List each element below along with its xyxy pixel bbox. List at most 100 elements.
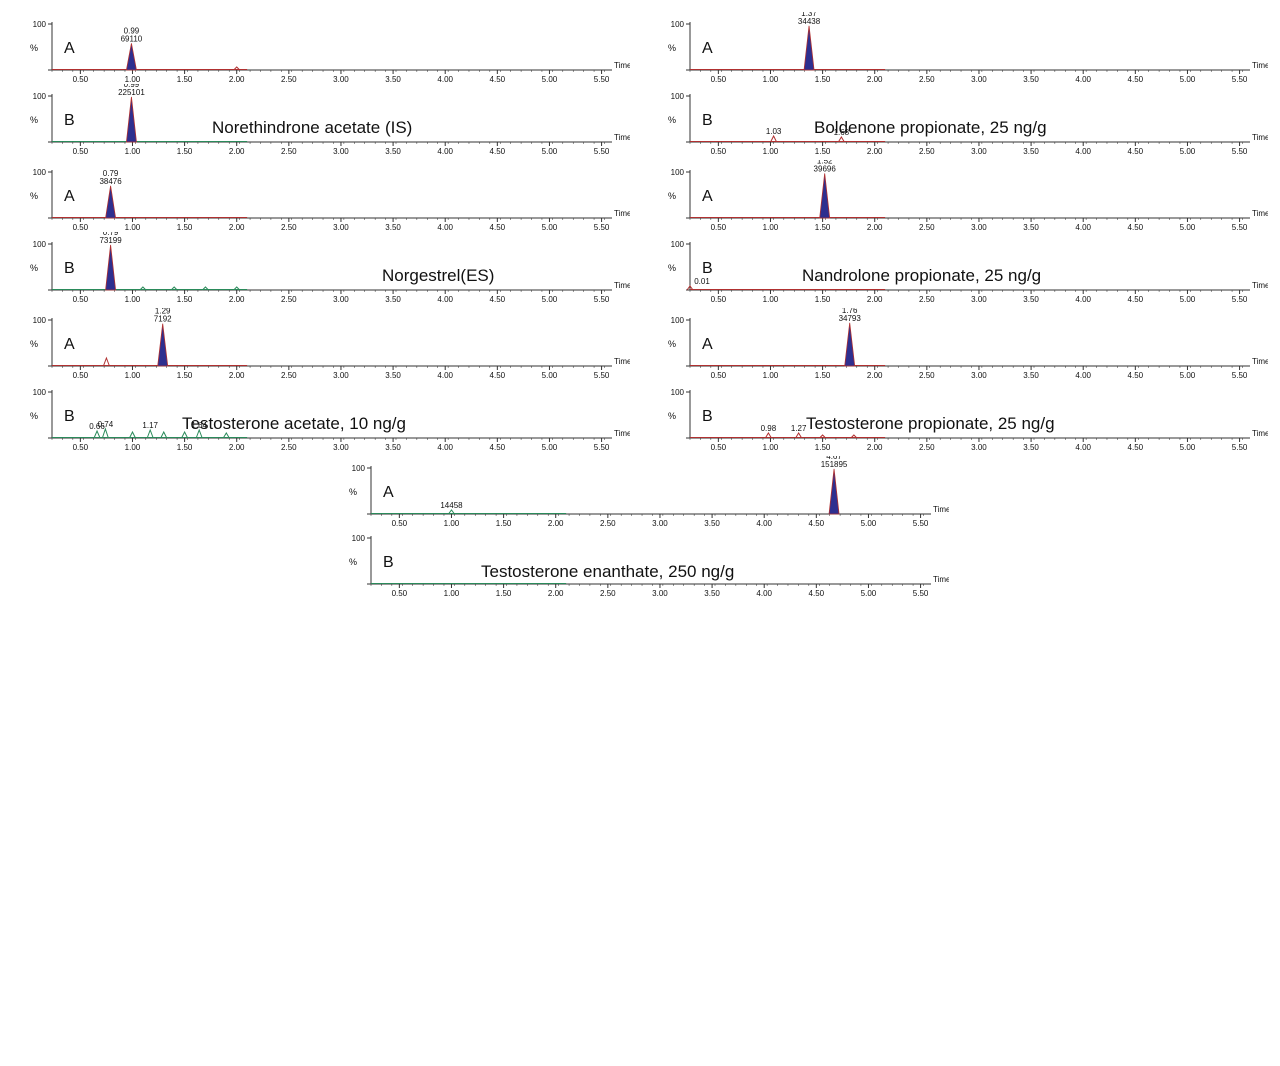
svg-text:2.50: 2.50	[919, 443, 935, 450]
chromatogram-panel: 100%0.501.001.502.002.503.003.504.004.50…	[650, 308, 1268, 378]
svg-text:4.50: 4.50	[1128, 295, 1144, 302]
svg-text:0.50: 0.50	[73, 147, 89, 154]
svg-text:3.50: 3.50	[385, 147, 401, 154]
svg-text:5.00: 5.00	[542, 223, 558, 230]
svg-text:5.00: 5.00	[542, 75, 558, 82]
svg-text:Time: Time	[933, 575, 949, 584]
svg-text:1.50: 1.50	[815, 223, 831, 230]
svg-text:3.50: 3.50	[1023, 147, 1039, 154]
panel-letter: B	[702, 408, 713, 425]
svg-text:2.00: 2.00	[867, 147, 883, 154]
svg-text:%: %	[349, 487, 357, 497]
svg-text:%: %	[668, 191, 676, 201]
svg-text:%: %	[30, 43, 38, 53]
svg-text:100: 100	[33, 20, 47, 29]
svg-text:1.27: 1.27	[791, 424, 807, 433]
svg-text:4.00: 4.00	[437, 443, 453, 450]
svg-text:3.00: 3.00	[971, 443, 987, 450]
svg-text:%: %	[668, 339, 676, 349]
svg-text:0.50: 0.50	[73, 75, 89, 82]
svg-text:Time: Time	[1252, 357, 1268, 366]
svg-text:2.00: 2.00	[867, 443, 883, 450]
svg-text:2.50: 2.50	[600, 519, 616, 526]
svg-text:5.50: 5.50	[594, 147, 610, 154]
svg-text:1.50: 1.50	[177, 147, 193, 154]
svg-text:5.50: 5.50	[1232, 147, 1248, 154]
svg-text:4.00: 4.00	[1075, 75, 1091, 82]
svg-text:1.68: 1.68	[834, 128, 850, 137]
svg-text:73199: 73199	[99, 236, 122, 245]
svg-text:4.00: 4.00	[1075, 371, 1091, 378]
chromatogram-panel: 100%0.501.001.502.002.503.003.504.004.50…	[650, 12, 1268, 82]
chromatogram-panel: 100%0.501.001.502.002.503.003.504.004.50…	[12, 380, 630, 450]
svg-text:%: %	[668, 263, 676, 273]
chromatogram-panel: 100%0.501.001.502.002.503.003.504.004.50…	[12, 84, 630, 154]
svg-text:0.50: 0.50	[711, 443, 727, 450]
svg-text:4.00: 4.00	[437, 147, 453, 154]
svg-text:4.50: 4.50	[490, 147, 506, 154]
svg-text:100: 100	[671, 388, 685, 397]
svg-text:3.50: 3.50	[385, 223, 401, 230]
svg-text:4.50: 4.50	[490, 223, 506, 230]
svg-text:Time: Time	[614, 209, 630, 218]
svg-text:%: %	[668, 411, 676, 421]
panel-letter: B	[64, 112, 75, 129]
svg-text:0.50: 0.50	[73, 295, 89, 302]
svg-text:2.00: 2.00	[229, 371, 245, 378]
chromatogram-panel: 100%0.501.001.502.002.503.003.504.004.50…	[12, 160, 630, 230]
svg-text:1.50: 1.50	[177, 223, 193, 230]
svg-text:1.50: 1.50	[815, 371, 831, 378]
svg-text:4.00: 4.00	[1075, 223, 1091, 230]
panel-letter: A	[64, 188, 75, 205]
svg-text:4.50: 4.50	[809, 589, 825, 596]
svg-text:1.00: 1.00	[763, 443, 779, 450]
svg-text:1.50: 1.50	[815, 75, 831, 82]
svg-text:34438: 34438	[798, 17, 821, 26]
svg-text:1.50: 1.50	[177, 295, 193, 302]
svg-text:1.50: 1.50	[177, 75, 193, 82]
svg-text:Time: Time	[614, 429, 630, 438]
svg-text:100: 100	[33, 316, 47, 325]
svg-text:7192: 7192	[154, 315, 172, 324]
svg-text:2.00: 2.00	[867, 371, 883, 378]
svg-text:1.00: 1.00	[125, 371, 141, 378]
svg-text:3.50: 3.50	[1023, 295, 1039, 302]
svg-text:1.00: 1.00	[763, 223, 779, 230]
svg-text:5.00: 5.00	[1180, 147, 1196, 154]
svg-text:5.50: 5.50	[594, 75, 610, 82]
svg-text:2.00: 2.00	[867, 75, 883, 82]
svg-text:Time: Time	[614, 357, 630, 366]
svg-text:0.74: 0.74	[98, 420, 114, 429]
svg-text:4.50: 4.50	[1128, 443, 1144, 450]
svg-text:0.01: 0.01	[694, 277, 710, 286]
svg-text:0.50: 0.50	[711, 147, 727, 154]
svg-text:2.50: 2.50	[281, 295, 297, 302]
svg-text:0.50: 0.50	[392, 519, 408, 526]
svg-text:100: 100	[352, 464, 366, 473]
svg-text:3.00: 3.00	[652, 589, 668, 596]
svg-text:1.00: 1.00	[125, 75, 141, 82]
svg-text:1.50: 1.50	[177, 443, 193, 450]
svg-text:5.00: 5.00	[542, 443, 558, 450]
svg-text:14458: 14458	[440, 501, 463, 510]
svg-text:4.00: 4.00	[437, 75, 453, 82]
svg-text:5.50: 5.50	[594, 371, 610, 378]
svg-text:4.50: 4.50	[490, 443, 506, 450]
svg-text:4.00: 4.00	[1075, 295, 1091, 302]
panel-letter: A	[702, 188, 713, 205]
svg-text:2.50: 2.50	[281, 443, 297, 450]
svg-text:0.50: 0.50	[73, 223, 89, 230]
svg-text:2.50: 2.50	[600, 589, 616, 596]
svg-text:1.64: 1.64	[191, 421, 207, 430]
svg-text:38476: 38476	[99, 177, 122, 186]
svg-text:0.50: 0.50	[711, 223, 727, 230]
svg-text:4.00: 4.00	[437, 371, 453, 378]
chromatogram-panel: 100%0.501.001.502.002.503.003.504.004.50…	[12, 232, 630, 302]
svg-text:%: %	[30, 339, 38, 349]
svg-text:Time: Time	[1252, 209, 1268, 218]
panel-letter: A	[383, 484, 394, 501]
chromatogram-pair: 100%0.501.001.502.002.503.003.504.004.50…	[12, 12, 630, 154]
svg-text:2.00: 2.00	[229, 75, 245, 82]
svg-text:1.00: 1.00	[444, 589, 460, 596]
svg-text:Time: Time	[614, 133, 630, 142]
